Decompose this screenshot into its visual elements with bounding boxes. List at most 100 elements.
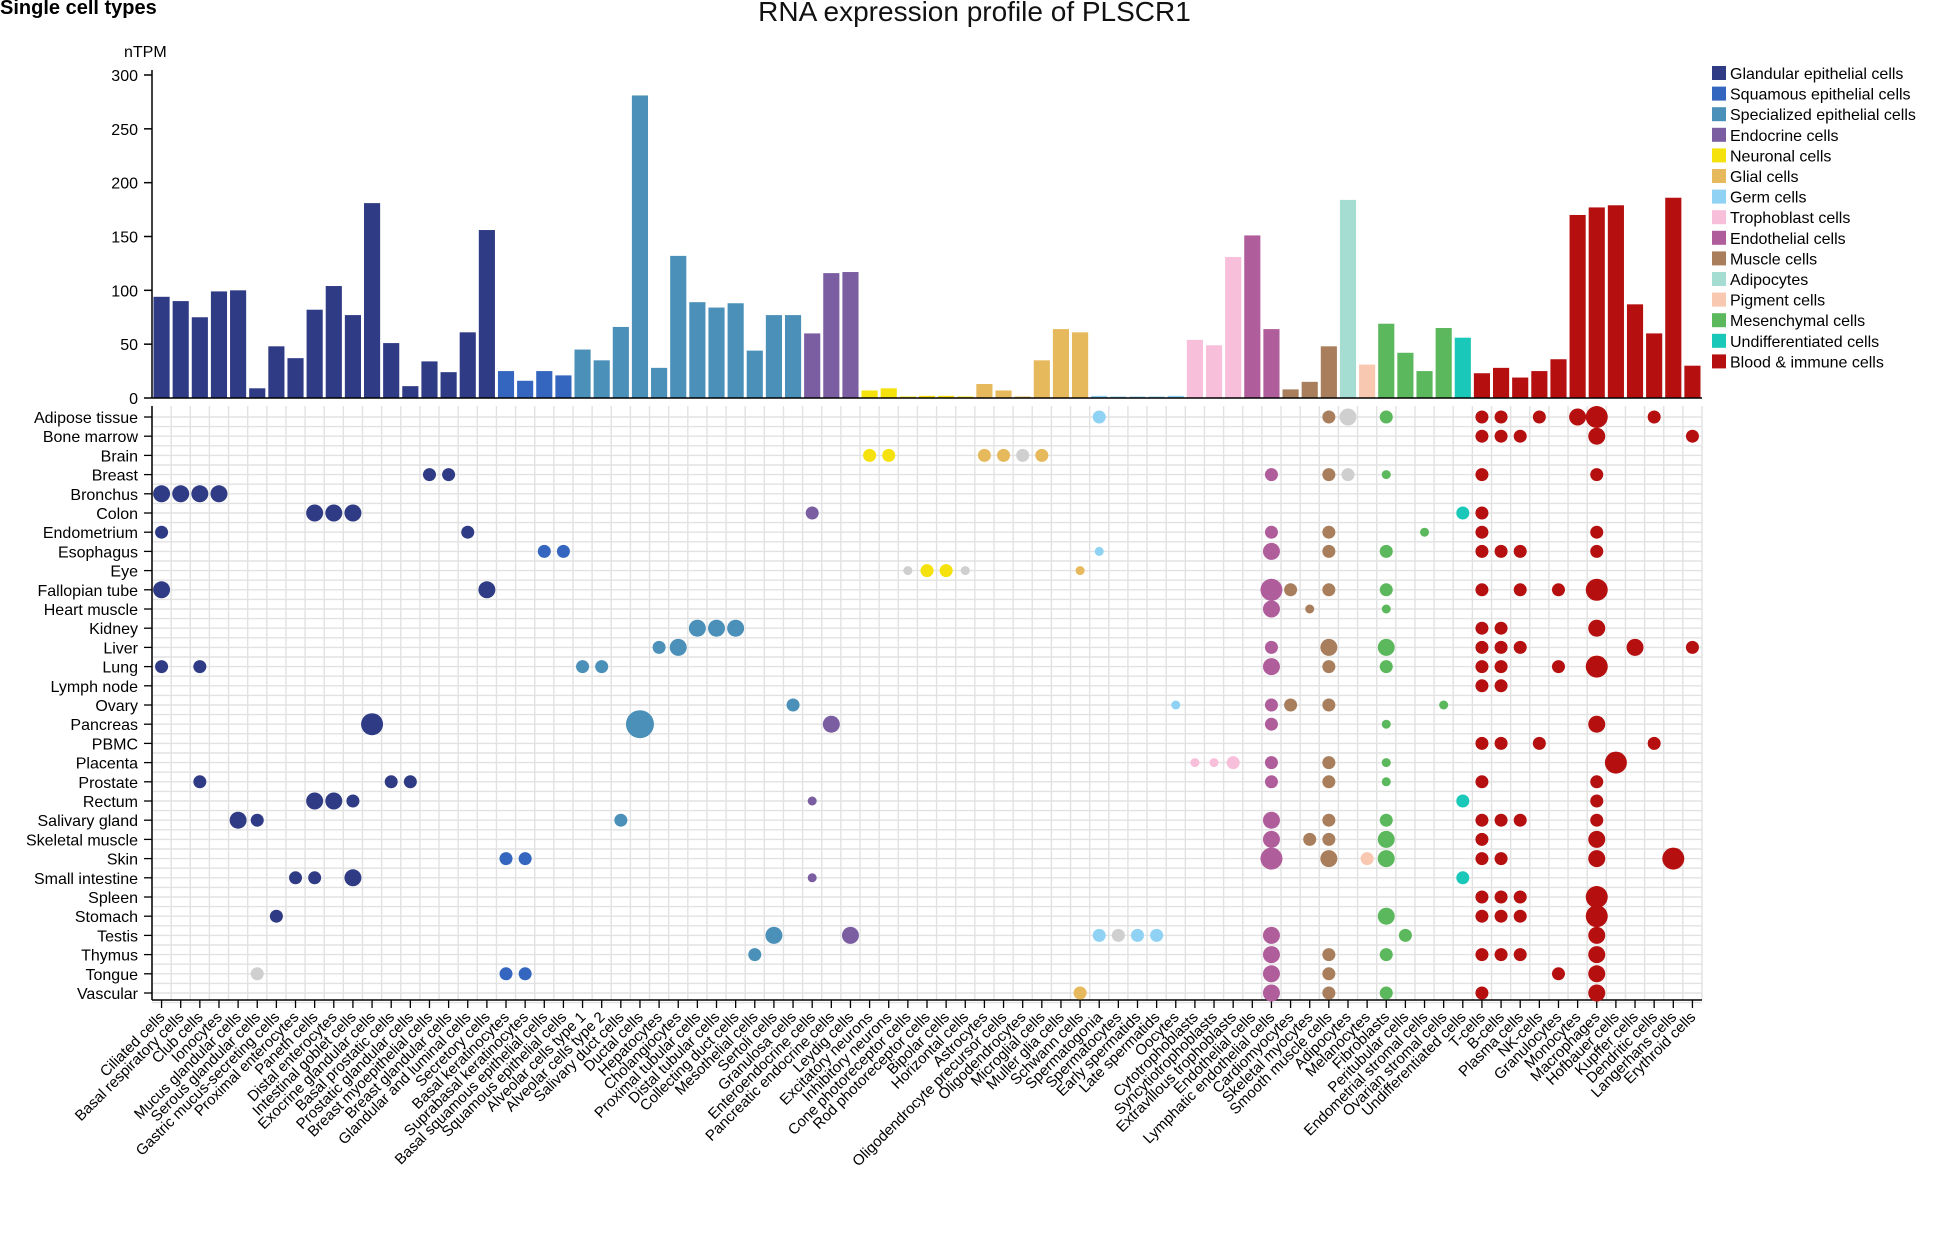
axis-labels: 0 50 100 150 200 250 300 nTPM Adipose tissue Bone…: [26, 44, 1699, 1170]
tissue-label-placenta: Placenta: [76, 756, 138, 773]
bar-bipolar-cells: [938, 395, 955, 398]
bar-series: [153, 95, 1701, 398]
tissue-label-liver: Liver: [103, 640, 138, 657]
dot-skin-lymphatic-endothelial-cells: [1260, 847, 1283, 870]
legend-swatch-adipocytes: [1712, 272, 1726, 286]
dot-endometrium-macrophages: [1590, 525, 1604, 539]
dot-breast-smooth-muscle-cells: [1322, 468, 1336, 482]
dot-brain-inhibitory-neurons: [882, 448, 896, 462]
tissue-label-thymus: Thymus: [81, 948, 138, 965]
tissue-label-heart-muscle: Heart muscle: [44, 602, 138, 619]
bar-pancreatic-endocrine-cells: [823, 273, 840, 398]
dot-vascular-schwann-cells: [1073, 986, 1087, 1000]
dot-salivary-gland-macrophages: [1590, 813, 1604, 827]
tissue-label-spleen: Spleen: [88, 890, 138, 907]
dot-rectum-distal-enterocytes: [325, 792, 343, 810]
dot-skin-melanocytes: [1360, 852, 1374, 866]
legend-label-squamous-epithelial-cells: Squamous epithelial cells: [1730, 87, 1911, 104]
dot-lung-fibroblasts: [1379, 660, 1393, 674]
tissue-label-testis: Testis: [97, 928, 138, 945]
dot-bronchus-ciliated-cells: [153, 485, 171, 503]
bar-prostatic-glandular-cells: [402, 386, 419, 398]
bar-granulocytes: [1550, 359, 1567, 398]
legend-swatch-specialized-epithelial-cells: [1712, 107, 1726, 122]
dot-spleen-plasma-cells: [1513, 890, 1527, 904]
dot-liver-fibroblasts: [1377, 638, 1395, 656]
dot-adipose-tissue-monocytes: [1569, 408, 1587, 426]
dot-colon-t-cells: [1475, 506, 1489, 520]
tissue-label-small-intestine: Small intestine: [34, 871, 138, 888]
dot-placenta-lymphatic-endothelial-cells: [1264, 756, 1278, 770]
dot-lung-b-cells: [1494, 660, 1508, 674]
bar-proximal-enterocytes: [287, 358, 304, 398]
legend-label-specialized-epithelial-cells: Specialized epithelial cells: [1730, 107, 1916, 124]
dot-spleen-macrophages: [1585, 886, 1608, 908]
dot-adipose-tissue-nk-cells: [1532, 410, 1546, 424]
dot-skin-b-cells: [1494, 852, 1508, 866]
bar-plasma-cells: [1512, 377, 1529, 398]
dot-tongue-serous-glandular-cells: [250, 967, 264, 981]
dot-liver-lymphatic-endothelial-cells: [1264, 640, 1278, 654]
dot-placenta-fibroblasts: [1381, 758, 1391, 768]
bar-collecting-duct-cells: [727, 303, 744, 398]
dot-ovary-smooth-muscle-cells: [1322, 698, 1336, 712]
dot-testis-early-spermatids: [1130, 928, 1144, 942]
dot-skeletal-muscle-t-cells: [1475, 832, 1489, 846]
legend-label-glandular-epithelial-cells: Glandular epithelial cells: [1730, 66, 1903, 83]
dot-colon-undifferentiated-cells: [1456, 506, 1470, 520]
dot-lung-granulocytes: [1551, 660, 1565, 674]
dot-esophagus-macrophages: [1590, 544, 1604, 558]
dot-salivary-gland-smooth-muscle-cells: [1322, 813, 1336, 827]
dot-liver-t-cells: [1475, 640, 1489, 654]
dot-bone-marrow-plasma-cells: [1513, 429, 1527, 443]
dot-esophagus-plasma-cells: [1513, 544, 1527, 558]
bar-nk-cells: [1531, 371, 1548, 398]
bar-rod-photoreceptor-cells: [918, 395, 936, 398]
dot-salivary-gland-lymphatic-endothelial-cells: [1262, 811, 1280, 829]
dot-stomach-macrophages: [1585, 905, 1608, 928]
dot-testis-lymphatic-endothelial-cells: [1262, 926, 1280, 944]
dot-colon-paneth-cells: [306, 504, 324, 522]
dot-breast-breast-glandular-cells: [442, 468, 456, 482]
dot-skin-suprabasal-keratinocytes: [518, 852, 532, 866]
dot-fallopian-tube-granulocytes: [1551, 583, 1565, 597]
bar-leydig-cells: [842, 272, 859, 398]
dot-pancreas-exocrine-glandular-cells: [361, 713, 384, 736]
dot-testis-spermatogonia: [1092, 928, 1106, 942]
dot-esophagus-lymphatic-endothelial-cells: [1262, 542, 1280, 560]
bar-endometrial-stromal-cells: [1416, 371, 1433, 398]
dot-endometrium-endometrial-stromal-cells: [1420, 527, 1430, 537]
dot-eye-rod-photoreceptor-cells: [920, 564, 934, 578]
dot-kidney-proximal-tubular-cells: [688, 619, 706, 637]
tissue-label-fallopian-tube: Fallopian tube: [37, 583, 138, 600]
dot-prostate-fibroblasts: [1381, 777, 1391, 787]
dot-liver-plasma-cells: [1513, 640, 1527, 654]
dot-skin-basal-keratinocytes: [499, 852, 513, 866]
dot-prostate-basal-prostatic-cells: [384, 775, 398, 789]
bar-ovarian-stromal-cells: [1435, 328, 1452, 398]
tissue-label-ovary: Ovary: [95, 698, 138, 715]
dot-adipose-tissue-dendritic-cells: [1647, 410, 1661, 424]
bar-b-cells: [1493, 367, 1510, 398]
dot-breast-lymphatic-endothelial-cells: [1264, 468, 1278, 482]
dot-lung-t-cells: [1475, 660, 1489, 674]
bar-hofbauer-cells: [1607, 205, 1624, 398]
dot-salivary-gland-mucus-glandular-cells: [229, 811, 247, 829]
legend-label-germ-cells: Germ cells: [1730, 190, 1806, 207]
dot-bone-marrow-macrophages: [1588, 427, 1606, 445]
dot-testis-leydig-cells: [841, 926, 859, 944]
dot-esophagus-t-cells: [1475, 544, 1489, 558]
dot-colon-enteroendocrine-cells: [805, 506, 819, 520]
legend-label-trophoblast-cells: Trophoblast cells: [1730, 210, 1850, 227]
legend-label-glial-cells: Glial cells: [1730, 169, 1798, 186]
dot-small-intestine-enteroendocrine-cells: [807, 873, 817, 883]
dot-bronchus-ionocytes: [210, 485, 228, 503]
legend-swatch-glial-cells: [1712, 169, 1726, 183]
bar-alveolar-cells-type-2: [593, 360, 610, 398]
dot-pancreas-ductal-cells: [625, 710, 654, 739]
bar-secretory-cells: [478, 230, 495, 398]
bar-oocytes: [1167, 395, 1184, 398]
dot-eye-schwann-cells: [1075, 566, 1085, 576]
dot-eye-cone-photoreceptor-cells: [903, 566, 913, 576]
dot-pbmc-dendritic-cells: [1647, 736, 1661, 750]
